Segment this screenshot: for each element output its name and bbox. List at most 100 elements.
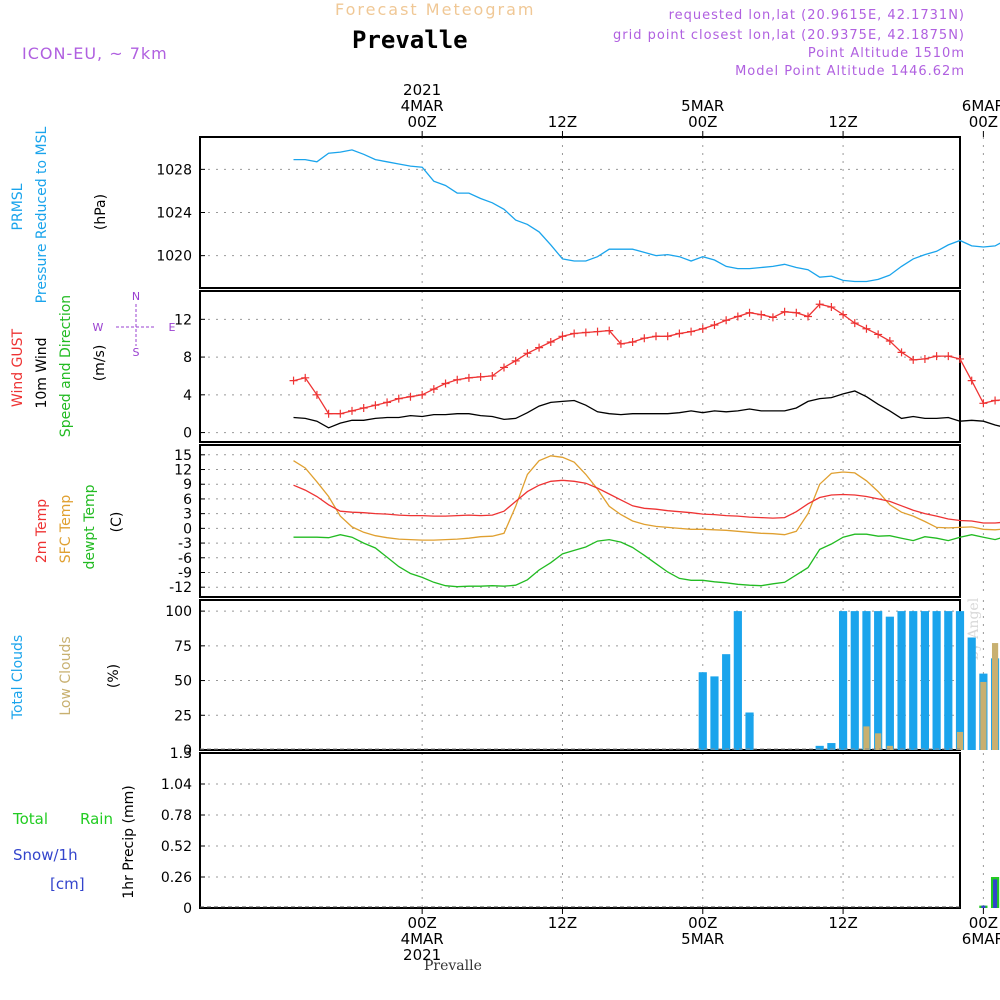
top-time-label: 00Z — [407, 113, 436, 131]
gust-marker — [862, 324, 871, 333]
bottom-time-label: 5MAR — [681, 930, 724, 948]
bottom-time-label: 2021 — [403, 946, 441, 964]
pressure-unit-label: (hPa) — [93, 194, 109, 230]
y-tick-label: 0.78 — [161, 808, 192, 824]
bottom-time-label: 6MAR — [962, 930, 1000, 948]
y-tick-label: 1024 — [156, 206, 192, 222]
bottom-time-label: 12Z — [828, 914, 857, 932]
panel-frame — [199, 136, 961, 289]
model-label: ICON-EU, ~ 7km — [22, 44, 168, 63]
gust-marker — [885, 337, 894, 346]
gust-marker — [336, 409, 345, 418]
gust-marker — [383, 398, 392, 407]
2m-temp-line — [293, 479, 1000, 524]
gust-marker — [944, 352, 953, 361]
gust-marker — [920, 354, 929, 363]
wind-unit-label: (m/s) — [92, 345, 108, 382]
y-tick-label: 0 — [183, 426, 192, 442]
gust-marker — [722, 316, 731, 325]
total-cloud-bar — [932, 611, 941, 750]
top-time-label: 00Z — [688, 113, 717, 131]
gust-marker — [453, 375, 462, 384]
precip-axis-label: 1hr Precip (mm) — [121, 785, 137, 898]
gust-marker — [733, 312, 742, 321]
snow-unit-label: [cm] — [50, 875, 85, 893]
total-cloud-bar — [710, 676, 719, 750]
gust-marker — [827, 303, 836, 312]
gust-marker — [780, 307, 789, 316]
gust-marker — [289, 376, 298, 385]
footer-place: Prevalle — [424, 958, 482, 974]
top-time-label: 12Z — [548, 113, 577, 131]
top-time-label: 4MAR — [401, 97, 444, 115]
total-cloud-bar — [815, 745, 824, 750]
total-cloud-bar — [967, 637, 976, 750]
gust-marker — [324, 409, 333, 418]
gust-marker — [663, 332, 672, 341]
gust-marker — [593, 327, 602, 336]
total-cloud-bar — [733, 611, 742, 750]
gust-marker — [429, 385, 438, 394]
total-cloud-bar — [827, 743, 836, 750]
low-cloud-bar — [875, 733, 882, 750]
gust-marker — [687, 327, 696, 336]
y-tick-label: 100 — [165, 604, 192, 620]
pressure-line — [293, 149, 1000, 283]
gust-marker — [874, 330, 883, 339]
y-tick-label: 0.52 — [161, 839, 192, 855]
gust-marker — [839, 310, 848, 319]
low-cloud-bar — [956, 731, 964, 750]
10m-wind-label: 10m Wind — [34, 337, 50, 408]
gust-marker — [967, 376, 976, 385]
y-tick-label: 9 — [183, 477, 192, 493]
bottom-time-label: 4MAR — [401, 930, 444, 948]
gust-marker — [768, 313, 777, 322]
model-altitude: Model Point Altitude 1446.62m — [735, 64, 965, 79]
sfc-temp-line — [293, 455, 1000, 541]
panel-frame — [199, 752, 961, 909]
gust-marker — [476, 372, 485, 381]
gust-marker — [956, 354, 964, 363]
gust-marker — [616, 339, 625, 348]
temp-sfc-label: SFC Temp — [58, 495, 74, 564]
gust-marker — [792, 308, 801, 317]
low-cloud-bar — [980, 681, 987, 750]
y-tick-label: 0 — [183, 743, 192, 759]
gust-marker — [979, 399, 988, 408]
gust-marker — [698, 324, 707, 333]
snow-label: Snow/1h — [13, 846, 78, 864]
gust-marker — [675, 329, 684, 338]
gust-marker — [546, 337, 555, 346]
grid-point-coords: grid point closest lon,lat (20.9375E, 42… — [613, 28, 965, 43]
forecast-title: Forecast Meteogram — [335, 0, 536, 19]
gust-marker — [359, 404, 368, 413]
compass-w: W — [93, 321, 104, 334]
gust-marker — [570, 329, 579, 338]
gust-marker — [511, 356, 520, 365]
gust-marker — [581, 328, 590, 337]
snow-bar — [993, 879, 998, 908]
total-cloud-bar — [745, 712, 754, 750]
total-cloud-bar — [885, 616, 894, 750]
temp-2m-label: 2m Temp — [34, 499, 50, 563]
total-cloud-bar — [897, 611, 906, 750]
low-clouds-label: Low Clouds — [58, 636, 74, 715]
gust-marker — [371, 401, 380, 410]
gust-marker — [991, 396, 1000, 405]
y-tick-label: 3 — [183, 507, 192, 523]
gust-marker — [500, 363, 508, 372]
y-tick-label: 1.3 — [170, 746, 192, 762]
gust-marker — [605, 326, 614, 335]
total-cloud-bar — [944, 611, 953, 750]
y-tick-label: 0 — [183, 901, 192, 917]
gust-marker — [558, 332, 567, 341]
gust-marker — [897, 348, 906, 357]
gust-marker — [312, 390, 321, 399]
total-cloud-bar — [874, 611, 883, 750]
bottom-time-label: 00Z — [407, 914, 436, 932]
y-tick-label: 4 — [183, 388, 192, 404]
y-tick-label: -3 — [178, 536, 192, 552]
total-cloud-bar — [838, 611, 848, 750]
top-time-label: 00Z — [969, 113, 998, 131]
